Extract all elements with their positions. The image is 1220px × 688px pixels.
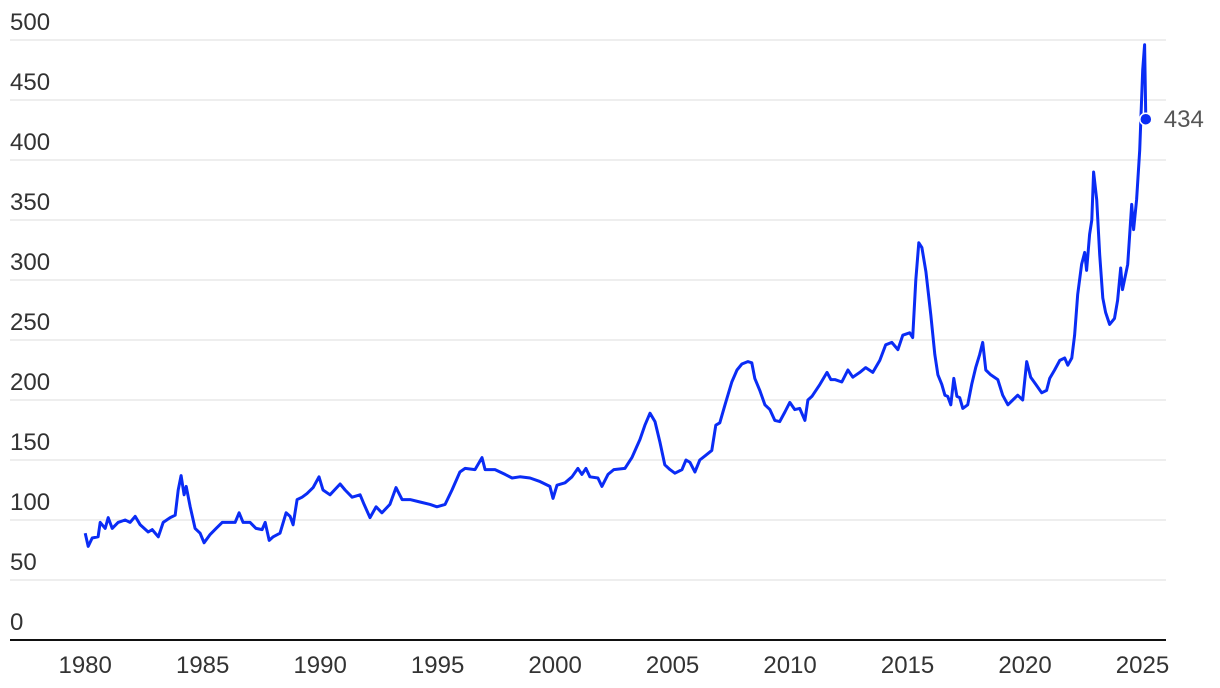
x-tick-label: 2015 [881, 652, 934, 679]
x-tick-label: 1980 [58, 652, 111, 679]
y-tick-label: 200 [10, 369, 50, 396]
y-tick-label: 50 [10, 549, 37, 576]
y-tick-label: 150 [10, 429, 50, 456]
y-tick-label: 300 [10, 249, 50, 276]
x-tick-label: 1995 [411, 652, 464, 679]
x-tick-label: 2005 [646, 652, 699, 679]
data-line [83, 43, 1148, 548]
end-point [1139, 112, 1153, 126]
x-tick-label: 2025 [1116, 652, 1169, 679]
y-tick-label: 0 [10, 609, 23, 636]
x-tick-label: 2000 [528, 652, 581, 679]
y-tick-label: 250 [10, 309, 50, 336]
y-tick-label: 450 [10, 69, 50, 96]
y-tick-label: 100 [10, 489, 50, 516]
y-tick-label: 400 [10, 129, 50, 156]
y-tick-label: 500 [10, 9, 50, 36]
x-tick-label: 2020 [998, 652, 1051, 679]
y-tick-label: 350 [10, 189, 50, 216]
x-tick-label: 1985 [176, 652, 229, 679]
x-tick-label: 1990 [293, 652, 346, 679]
value-label: 434 [1164, 106, 1204, 133]
x-tick-label: 2010 [763, 652, 816, 679]
